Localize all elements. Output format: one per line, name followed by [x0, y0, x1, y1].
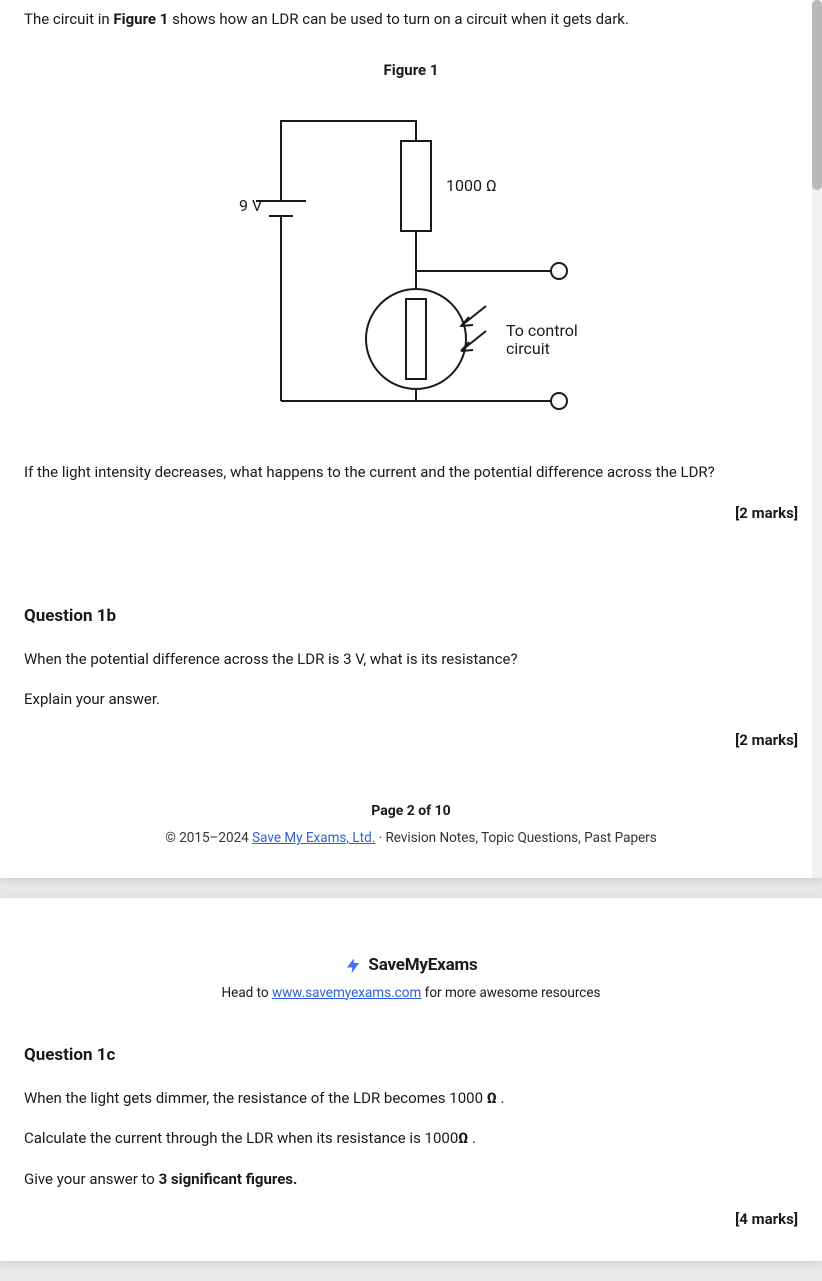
q1c-line1-pre: When the light gets dimmer, the resistan…: [24, 1089, 487, 1107]
intro-post: shows how an LDR can be used to turn on …: [168, 10, 628, 28]
figure-caption: Figure 1: [24, 59, 798, 82]
intro-text: The circuit in Figure 1 shows how an LDR…: [24, 8, 798, 31]
q1c-line3: Give your answer to 3 significant figure…: [24, 1168, 798, 1191]
page-1: The circuit in Figure 1 shows how an LDR…: [0, 0, 822, 878]
footer-copy-pre: © 2015–2024: [165, 830, 252, 846]
q1b-heading: Question 1b: [24, 604, 798, 630]
scrollbar-thumb[interactable]: [812, 0, 822, 190]
brand-sub-pre: Head to: [222, 985, 272, 1001]
circuit-svg: 9 V 1000 Ω To control circuit: [201, 101, 621, 431]
control-label-2: circuit: [506, 339, 550, 358]
brand-subtitle: Head to www.savemyexams.com for more awe…: [24, 983, 798, 1003]
bolt-icon: [344, 955, 362, 977]
omega-symbol: Ω: [487, 1089, 497, 1107]
q1c-line3-pre: Give your answer to: [24, 1170, 159, 1188]
omega-symbol-2: Ω: [458, 1129, 468, 1147]
page-2: SaveMyExams Head to www.savemyexams.com …: [0, 898, 822, 1260]
q1c-line2-pre: Calculate the current through the LDR wh…: [24, 1129, 458, 1147]
intro-pre: The circuit in: [24, 10, 113, 28]
q1a-marks: [2 marks]: [24, 502, 798, 525]
q1c-line3-bold: 3 significant figures.: [159, 1170, 298, 1188]
brand-text: SaveMyExams: [368, 953, 477, 979]
q1a-text: If the light intensity decreases, what h…: [24, 461, 798, 484]
brand-sub-link[interactable]: www.savemyexams.com: [272, 985, 421, 1001]
footer-copy-post: · Revision Notes, Topic Questions, Past …: [375, 830, 656, 846]
footer-link[interactable]: Save My Exams, Ltd.: [252, 830, 375, 846]
q1c-heading: Question 1c: [24, 1043, 798, 1069]
brand-sub-post: for more awesome resources: [421, 985, 600, 1001]
q1c-line2: Calculate the current through the LDR wh…: [24, 1127, 798, 1150]
circuit-diagram: 9 V 1000 Ω To control circuit: [24, 101, 798, 431]
q1c-line1: When the light gets dimmer, the resistan…: [24, 1087, 798, 1110]
q1c-marks: [4 marks]: [24, 1208, 798, 1231]
footer-page-number: Page 2 of 10: [24, 801, 798, 822]
q1b-marks: [2 marks]: [24, 729, 798, 752]
voltage-label: 9 V: [239, 196, 262, 215]
q1b-line2: Explain your answer.: [24, 688, 798, 711]
resistor-label: 1000 Ω: [446, 176, 497, 195]
footer-copyright: © 2015–2024 Save My Exams, Ltd. · Revisi…: [24, 828, 798, 848]
brand-row: SaveMyExams: [24, 953, 798, 979]
q1b-line1: When the potential difference across the…: [24, 648, 798, 671]
q1c-line1-post: .: [497, 1089, 505, 1107]
control-label-1: To control: [506, 321, 578, 340]
intro-figure-ref: Figure 1: [113, 10, 168, 28]
q1c-line2-post: .: [468, 1129, 476, 1147]
